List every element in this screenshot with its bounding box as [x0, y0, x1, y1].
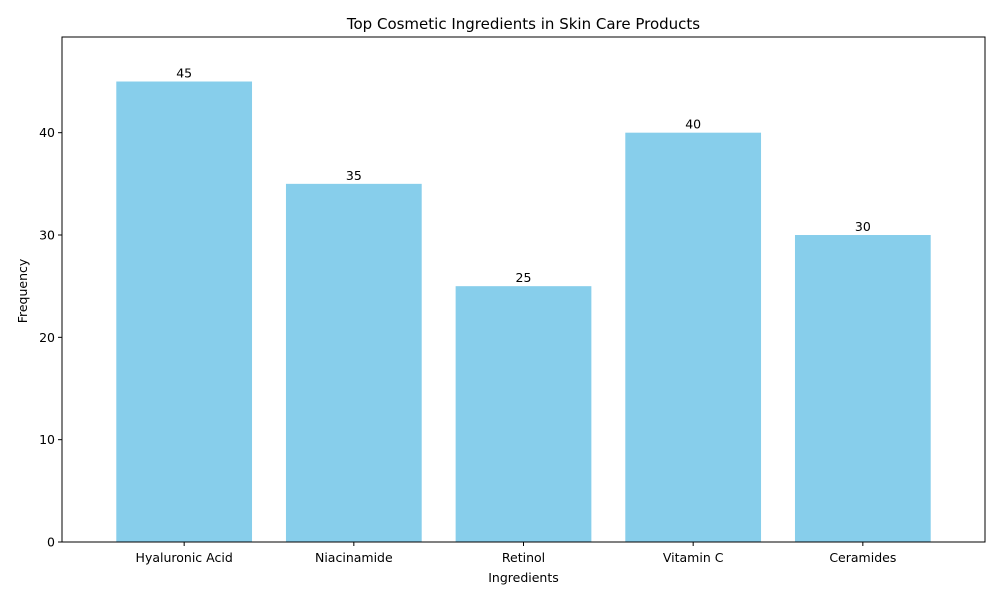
- bar-value-label-4: 30: [855, 219, 871, 234]
- bar-value-label-2: 25: [516, 270, 532, 285]
- bars-group: 45 35 25 40 30: [116, 66, 931, 543]
- y-tick-label-0: 0: [47, 535, 55, 550]
- x-axis-title: Ingredients: [488, 570, 559, 585]
- y-tick-label-4: 40: [39, 125, 55, 140]
- bar-value-label-0: 45: [176, 66, 192, 81]
- bar-3: [625, 132, 762, 542]
- x-tick-label-3: Vitamin C: [663, 550, 724, 565]
- plot-frame: [61, 36, 986, 543]
- chart-title: Top Cosmetic Ingredients in Skin Care Pr…: [346, 15, 700, 33]
- y-tick-label-2: 20: [39, 330, 55, 345]
- y-axis-title: Frequency: [15, 258, 30, 323]
- bar-1: [285, 183, 422, 542]
- x-tick-label-2: Retinol: [502, 550, 545, 565]
- x-tick-label-0: Hyaluronic Acid: [136, 550, 233, 565]
- bar-4: [794, 235, 931, 542]
- x-tick-label-1: Niacinamide: [315, 550, 393, 565]
- bar-value-label-3: 40: [685, 117, 701, 132]
- y-axis: 0 10 20 30 40: [39, 125, 62, 550]
- x-axis: Hyaluronic Acid Niacinamide Retinol Vitamin…: [136, 542, 896, 565]
- bar-value-label-1: 35: [346, 168, 362, 183]
- bar-0: [116, 81, 253, 543]
- x-tick-label-4: Ceramides: [829, 550, 896, 565]
- y-tick-label-1: 10: [39, 432, 55, 447]
- y-tick-label-3: 30: [39, 228, 55, 243]
- bar-2: [455, 286, 592, 542]
